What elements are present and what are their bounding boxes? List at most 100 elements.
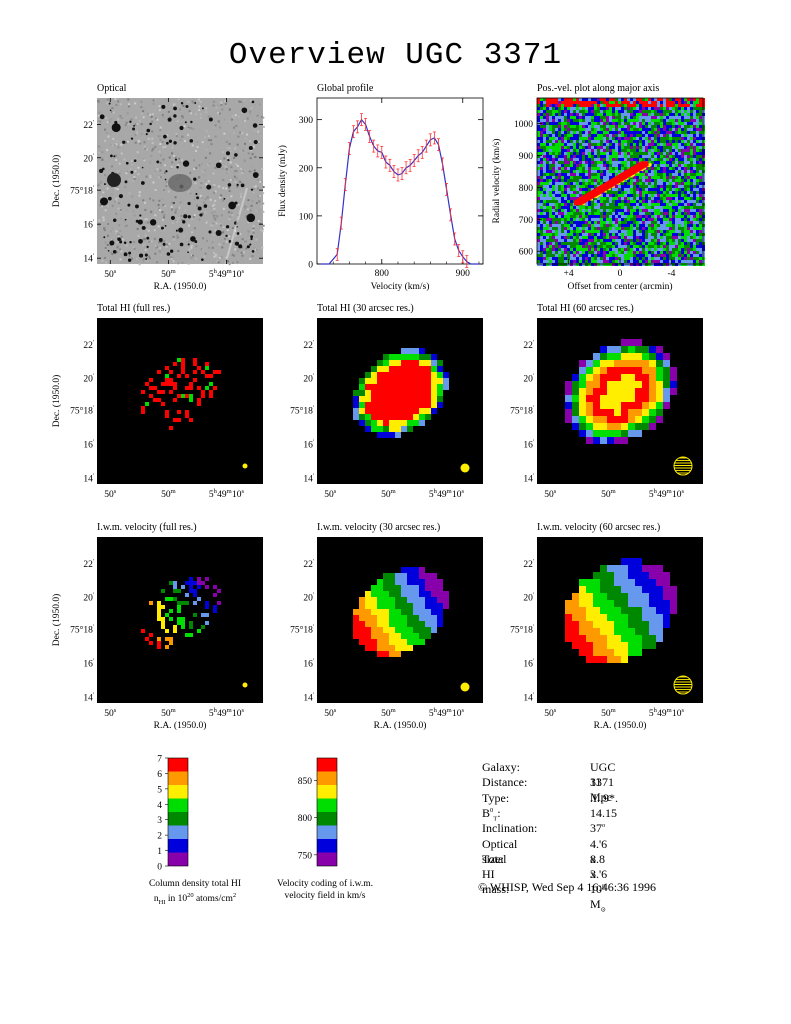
pv-pixel: [606, 134, 609, 137]
map-pixel: [189, 581, 193, 585]
pv-pixel: [633, 143, 636, 146]
pv-pixel: [558, 200, 561, 203]
arcmin-mark: ': [93, 340, 94, 346]
pv-pixel: [543, 203, 546, 206]
pv-pixel: [609, 146, 612, 149]
tick-part: s: [114, 707, 117, 714]
pv-pixel: [648, 230, 651, 233]
pv-pixel: [549, 191, 552, 194]
tick-part: m: [227, 707, 232, 714]
noise-dot: [234, 147, 237, 150]
pv-pixel: [669, 134, 672, 137]
pv-pixel: [702, 125, 705, 128]
arcmin-mark: ': [93, 659, 94, 665]
panel-title-profile: Global profile: [317, 83, 374, 94]
pv-pixel: [675, 218, 678, 221]
pv-pixel: [702, 152, 705, 155]
pv-pixel: [570, 176, 573, 179]
pv-pixel: [588, 128, 591, 131]
pv-pixel: [684, 143, 687, 146]
pv-pixel: [564, 161, 567, 164]
pv-pixel: [666, 143, 669, 146]
pv-pixel: [675, 209, 678, 212]
noise-dot: [171, 201, 174, 204]
pv-pixel: [693, 233, 696, 236]
pv-pixel: [651, 128, 654, 131]
pv-pixel: [672, 119, 675, 122]
pv-pixel: [657, 191, 660, 194]
noise-dot: [232, 131, 235, 134]
map-pixel: [377, 414, 383, 420]
pv-pixel: [615, 221, 618, 224]
pv-pixel: [543, 110, 546, 113]
pv-pixel: [660, 218, 663, 221]
noise-dot: [212, 261, 215, 264]
pv-pixel: [660, 182, 663, 185]
pv-pixel: [600, 110, 603, 113]
pv-pixel: [621, 140, 624, 143]
pv-pixel: [594, 104, 597, 107]
pv-pixel: [621, 122, 624, 125]
pv-pixel: [699, 179, 702, 182]
map-pixel: [365, 639, 371, 645]
noise-dot: [138, 140, 141, 143]
pv-pixel: [669, 221, 672, 224]
pv-pixel: [621, 197, 624, 200]
star: [252, 123, 258, 128]
pv-pixel: [675, 134, 678, 137]
pv-pixel: [588, 140, 591, 143]
star: [108, 196, 112, 201]
noise-dot: [134, 157, 137, 160]
pv-pixel: [543, 134, 546, 137]
noise-dot: [127, 103, 130, 106]
pv-pixel: [597, 122, 600, 125]
pv-pixel: [648, 134, 651, 137]
noise-dot: [199, 163, 202, 166]
noise-dot: [144, 234, 147, 237]
noise-dot: [242, 149, 245, 152]
pv-pixel: [591, 149, 594, 152]
pv-pixel: [537, 233, 540, 236]
pv-pixel: [573, 119, 576, 122]
pv-pixel: [591, 200, 594, 203]
pv-pixel: [627, 203, 630, 206]
map-pixel: [621, 423, 628, 430]
noise-dot: [179, 108, 182, 111]
pv-pixel: [540, 170, 543, 173]
pv-pixel: [687, 164, 690, 167]
noise-dot: [226, 147, 229, 150]
pv-pixel: [576, 146, 579, 149]
pv-pixel: [546, 110, 549, 113]
y-tick-label: 14': [83, 474, 94, 485]
pv-pixel: [594, 101, 597, 104]
pv-pixel: [645, 224, 648, 227]
noise-dot: [158, 250, 161, 253]
noise-dot: [104, 241, 107, 244]
map-pixel: [663, 395, 670, 402]
noise-dot: [243, 240, 246, 243]
map-pixel: [607, 367, 614, 374]
pv-pixel: [585, 161, 588, 164]
pv-pixel: [678, 224, 681, 227]
map-pixel: [371, 390, 377, 396]
pv-pixel: [588, 107, 591, 110]
pv-pixel: [654, 224, 657, 227]
pv-pixel: [660, 125, 663, 128]
map-pixel: [437, 615, 443, 621]
pv-pixel: [558, 176, 561, 179]
pv-pixel: [630, 176, 633, 179]
pv-pixel: [699, 128, 702, 131]
pv-pixel: [612, 194, 615, 197]
pv-pixel: [639, 128, 642, 131]
noise-dot: [240, 210, 243, 213]
noise-dot: [213, 217, 216, 220]
pv-pixel: [570, 155, 573, 158]
pv-pixel: [657, 197, 660, 200]
map-pixel: [656, 614, 663, 621]
pv-pixel: [612, 104, 615, 107]
pv-pixel: [555, 230, 558, 233]
map-pixel: [431, 573, 437, 579]
pv-pixel: [594, 122, 597, 125]
pv-pixel: [678, 218, 681, 221]
noise-dot: [111, 190, 114, 193]
